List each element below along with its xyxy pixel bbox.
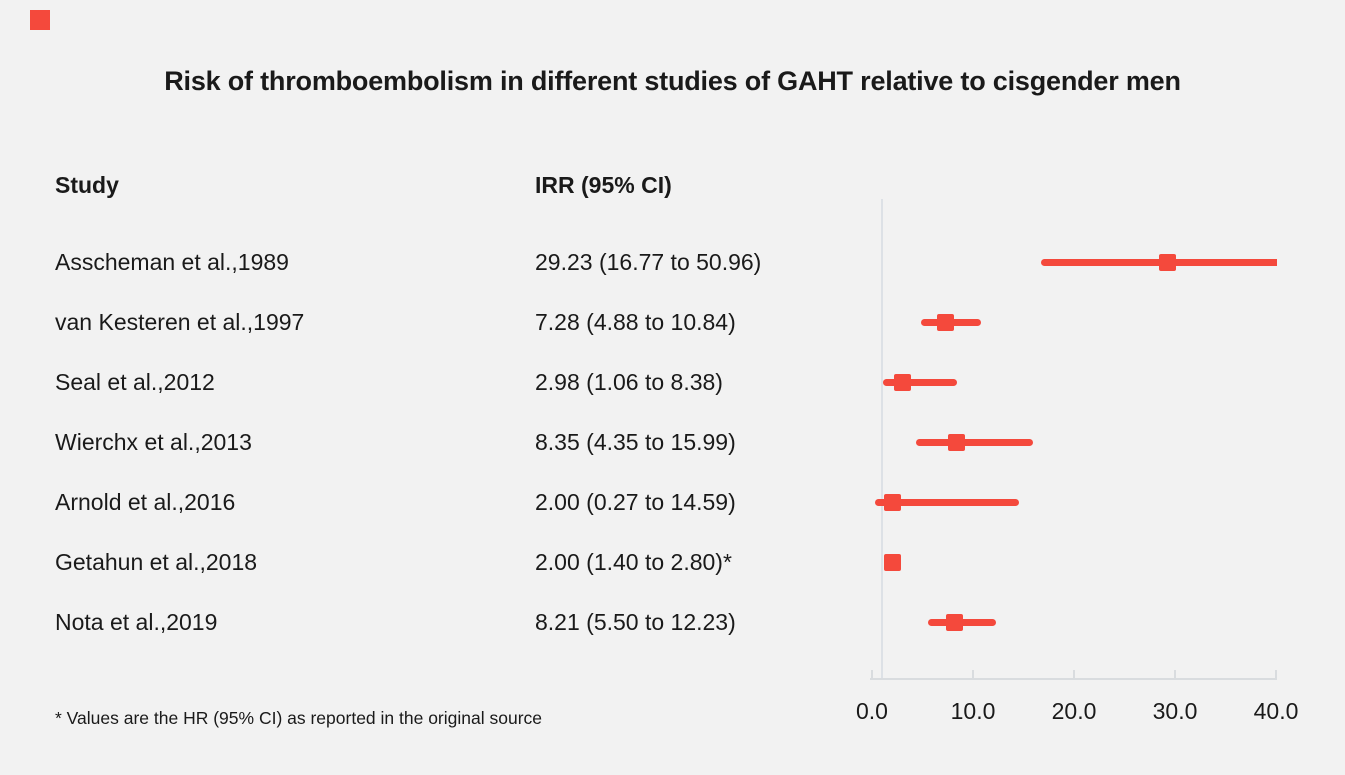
study-name: Asscheman et al.,1989 <box>55 249 289 275</box>
irr-value: 8.21 (5.50 to 12.23) <box>535 609 736 635</box>
study-name: Seal et al.,2012 <box>55 369 215 395</box>
irr-value: 2.00 (0.27 to 14.59) <box>535 489 736 515</box>
x-axis-tick <box>1174 670 1176 678</box>
study-name: Getahun et al.,2018 <box>55 549 258 575</box>
point-estimate-marker <box>883 553 901 571</box>
irr-value: 2.98 (1.06 to 8.38) <box>535 369 723 395</box>
brand-red-square-icon <box>30 10 50 30</box>
x-axis-tick-label: 0.0 <box>856 698 888 724</box>
ci-whisker <box>915 438 1034 446</box>
point-estimate-marker <box>893 373 911 391</box>
reference-line <box>881 199 884 680</box>
x-axis-tick-label: 20.0 <box>1051 698 1097 724</box>
point-estimate-marker <box>1158 253 1176 271</box>
point-estimate-marker <box>947 433 965 451</box>
ci-whisker <box>874 498 1020 506</box>
x-axis-tick <box>871 670 873 678</box>
point-estimate-marker <box>883 493 901 511</box>
x-axis-tick-label: 10.0 <box>950 698 996 724</box>
chart-title: Risk of thromboembolism in different stu… <box>164 66 1181 96</box>
x-axis-tick-label: 30.0 <box>1152 698 1198 724</box>
irr-value: 8.35 (4.35 to 15.99) <box>535 429 736 455</box>
irr-value: 2.00 (1.40 to 2.80)* <box>535 549 732 575</box>
ci-whisker <box>882 378 957 386</box>
irr-value: 7.28 (4.88 to 10.84) <box>535 309 736 335</box>
study-name: Arnold et al.,2016 <box>55 489 236 515</box>
x-axis-tick <box>972 670 974 678</box>
study-name: Wierchx et al.,2013 <box>55 429 252 455</box>
footnote: * Values are the HR (95% CI) as reported… <box>55 708 543 728</box>
study-name: van Kesteren et al.,1997 <box>55 309 305 335</box>
x-axis-tick-label: 40.0 <box>1253 698 1299 724</box>
x-axis-tick <box>1073 670 1075 678</box>
irr-value: 29.23 (16.77 to 50.96) <box>535 249 762 275</box>
point-estimate-marker <box>946 613 964 631</box>
point-estimate-marker <box>937 313 955 331</box>
x-axis-tick <box>1275 670 1277 678</box>
irr-column-header: IRR (95% CI) <box>535 172 672 198</box>
study-column-header: Study <box>55 172 119 198</box>
x-axis-line <box>870 678 1277 680</box>
study-name: Nota et al.,2019 <box>55 609 218 635</box>
